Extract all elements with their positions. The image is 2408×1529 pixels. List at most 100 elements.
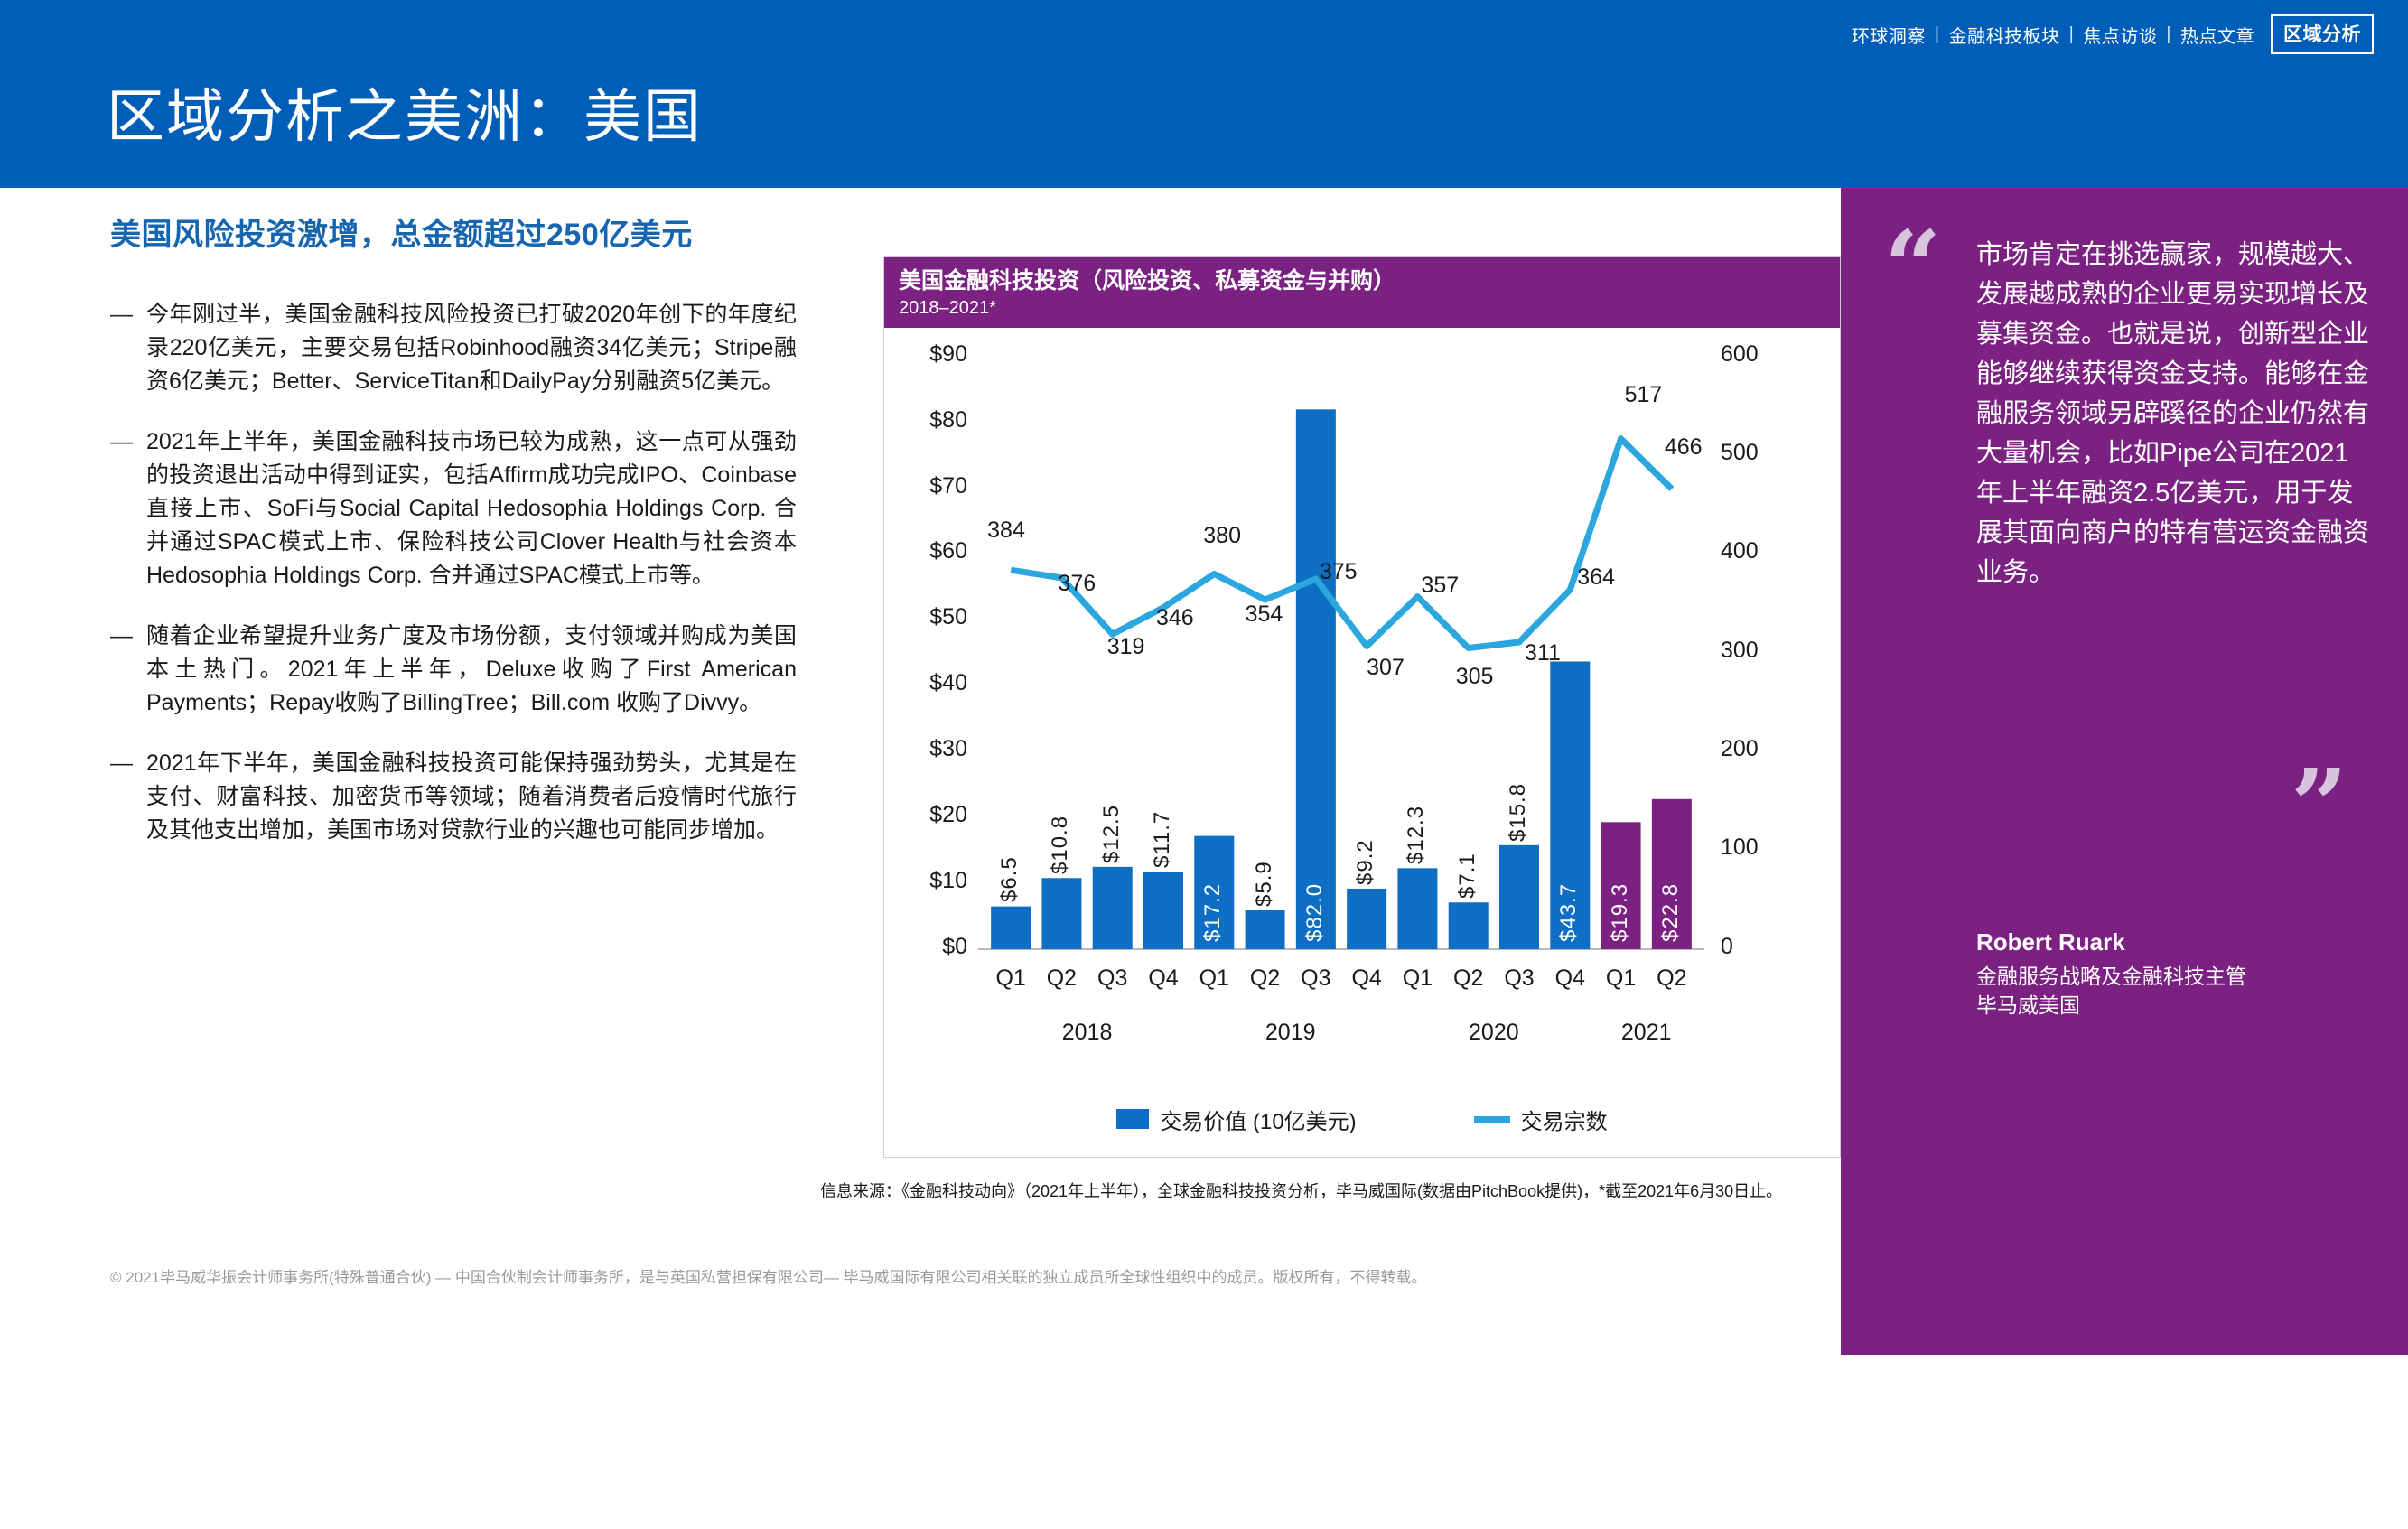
x-axis-tick: Q2	[1046, 965, 1078, 991]
quote-panel: “ 市场肯定在挑选赢家，规模越大、发展越成熟的企业更易实现增长及募集资金。也就是…	[1841, 188, 2408, 1523]
y-axis-tick-right: 300	[1721, 637, 1759, 663]
legend-label: 交易价值 (10亿美元)	[1160, 1109, 1357, 1134]
nav-item-active-region-analysis[interactable]: 区域分析	[2271, 14, 2374, 54]
x-axis-year-label: 2019	[1265, 1019, 1316, 1045]
chart-bar	[1041, 878, 1082, 949]
y-axis-tick-right: 400	[1721, 538, 1759, 564]
top-navigation[interactable]: 环球洞察 | 金融科技板块 | 焦点访谈 | 热点文章 区域分析	[1843, 14, 2374, 54]
quote-text: 市场肯定在挑选赢家，规模越大、发展越成熟的企业更易实现增长及募集资金。也就是说，…	[1976, 240, 2370, 587]
y-axis-tick-left: $90	[929, 340, 967, 367]
list-item: — 随着企业希望提升业务广度及市场份额，支付领域并购成为美国本土热门。2021年…	[110, 620, 797, 720]
bar-value-label: $22.8	[1657, 882, 1683, 942]
bar-value-label: $11.7	[1150, 811, 1174, 869]
legend-item-deal-value: 交易价值 (10亿美元)	[1116, 1104, 1357, 1135]
bullet-text: 2021年下半年，美国金融科技投资可能保持强劲势头，尤其是在支付、财富科技、加密…	[146, 751, 797, 843]
quote-close-mark-icon: ”	[2291, 747, 2348, 863]
chart-bar	[1194, 835, 1235, 949]
chart-title: 美国金融科技投资（风险投资、私募资金与并购）	[899, 268, 1396, 294]
x-axis-tick: Q2	[1453, 965, 1484, 991]
bar-value-label: $43.7	[1556, 882, 1582, 942]
bar-value-label: $9.2	[1353, 838, 1378, 885]
y-axis-tick-right: 600	[1721, 340, 1759, 367]
line-value-label: 354	[1245, 601, 1283, 627]
nav-separator: |	[2166, 23, 2171, 44]
list-item: — 2021年上半年，美国金融科技市场已较为成熟，这一点可从强劲的投资退出活动中…	[110, 425, 797, 592]
chart-bar	[1397, 868, 1438, 949]
chart-bar	[1295, 409, 1336, 949]
bullet-dash: —	[110, 751, 133, 776]
line-value-label: 311	[1525, 639, 1561, 666]
chart-bar	[1245, 909, 1285, 949]
line-value-label: 346	[1156, 605, 1194, 631]
page-title: 区域分析之美洲：美国	[107, 84, 703, 149]
chart-bar	[1601, 822, 1641, 949]
x-axis-tick: Q4	[1351, 965, 1382, 991]
y-axis-tick-left: $60	[929, 538, 967, 564]
line-value-label: 384	[987, 517, 1025, 543]
bullet-text: 随着企业希望提升业务广度及市场份额，支付领域并购成为美国本土热门。2021年上半…	[146, 623, 797, 715]
bar-value-label: $19.3	[1607, 882, 1632, 942]
bar-value-label: $82.0	[1302, 882, 1327, 942]
bar-value-label: $17.2	[1200, 882, 1226, 942]
y-axis-tick-right: 500	[1721, 440, 1759, 466]
line-value-label: 466	[1664, 434, 1703, 461]
y-axis-tick-right: 200	[1721, 736, 1759, 762]
bar-value-label: $15.8	[1506, 782, 1530, 842]
y-axis-tick-left: $0	[942, 933, 967, 959]
bullet-dash: —	[110, 623, 133, 648]
y-axis-tick-left: $20	[929, 801, 967, 827]
x-axis-tick: Q1	[1199, 965, 1229, 991]
line-value-label: 307	[1367, 655, 1405, 681]
x-axis-tick: Q3	[1504, 965, 1535, 991]
nav-item-0[interactable]: 环球洞察	[1851, 26, 1926, 47]
line-value-label: 380	[1203, 523, 1241, 549]
nav-item-3[interactable]: 热点文章	[2180, 26, 2254, 47]
chart-bar	[1499, 844, 1539, 949]
page-number: 39	[2344, 1496, 2370, 1523]
x-axis-year-label: 2021	[1620, 1019, 1672, 1045]
copyright-text: © 2021毕马威华振会计师事务所(特殊普通合伙) — 中国合伙制会计师事务所，…	[110, 1269, 1427, 1286]
y-axis-tick-left: $80	[929, 406, 967, 433]
y-axis-tick-left: $40	[929, 670, 967, 696]
x-axis-year-label: 2018	[1061, 1019, 1113, 1045]
chart-card: 美国金融科技投资（风险投资、私募资金与并购） 2018–2021* 交易价值 (…	[883, 256, 1841, 1158]
nav-item-1[interactable]: 金融科技板块	[1948, 26, 2060, 47]
bar-value-label: $7.1	[1454, 853, 1479, 899]
x-axis-tick: Q2	[1249, 965, 1281, 991]
line-value-label: 376	[1058, 570, 1097, 596]
chart-plot-area: 交易价值 (10亿美元) 交易宗数 $0 $10 $20 $30 $40 $50 $60 $7…	[884, 328, 1840, 1150]
chart-bar	[1092, 866, 1133, 949]
quote-author-role: 金融服务战略及金融科技主管	[1976, 965, 2246, 988]
x-axis-tick: Q4	[1554, 965, 1585, 991]
y-axis-tick-left: $30	[929, 736, 967, 762]
bar-value-label: $5.9	[1251, 861, 1276, 907]
chart-line	[1010, 434, 1675, 651]
chart-bar	[1347, 888, 1387, 949]
x-axis-year-label: 2020	[1469, 1019, 1519, 1045]
y-axis-tick-left: $70	[929, 472, 967, 499]
x-axis-tick: Q1	[995, 965, 1026, 991]
chart-svg	[978, 409, 1704, 950]
bar-value-label: $10.8	[1048, 815, 1073, 875]
quote-attribution: Robert Ruark 金融服务战略及金融科技主管 毕马威美国	[1976, 928, 2374, 1020]
section-lead-headline: 美国风险投资激增，总金额超过250亿美元	[110, 218, 693, 252]
line-value-label: 305	[1455, 664, 1494, 690]
bullet-dash: —	[110, 429, 133, 454]
x-axis-tick: Q3	[1301, 965, 1331, 991]
nav-separator: |	[2068, 23, 2075, 44]
y-axis-tick-right: 0	[1721, 933, 1733, 959]
bullet-list: — 今年刚过半，美国金融科技风险投资已打破2020年创下的年度纪录220亿美元，…	[110, 298, 797, 874]
chart-source-note: 信息来源：《金融科技动向》（2021年上半年），全球金融科技投资分析，毕马威国际…	[820, 1182, 1783, 1200]
bullet-text: 2021年上半年，美国金融科技市场已较为成熟，这一点可从强劲的投资退出活动中得到…	[146, 429, 797, 588]
legend-swatch-bar	[1116, 1109, 1150, 1130]
bar-value-label: $12.3	[1404, 806, 1429, 865]
chart-bar	[1448, 901, 1489, 949]
nav-separator: |	[1934, 23, 1940, 44]
x-axis-tick: Q3	[1097, 965, 1128, 991]
list-item: — 今年刚过半，美国金融科技风险投资已打破2020年创下的年度纪录220亿美元，…	[110, 298, 797, 398]
y-axis-tick-left: $50	[929, 604, 967, 630]
quote-open-mark-icon: “	[1884, 209, 1942, 325]
nav-item-2[interactable]: 焦点访谈	[2083, 26, 2158, 47]
bar-value-label: $12.5	[1098, 804, 1124, 863]
line-value-label: 517	[1624, 382, 1663, 408]
